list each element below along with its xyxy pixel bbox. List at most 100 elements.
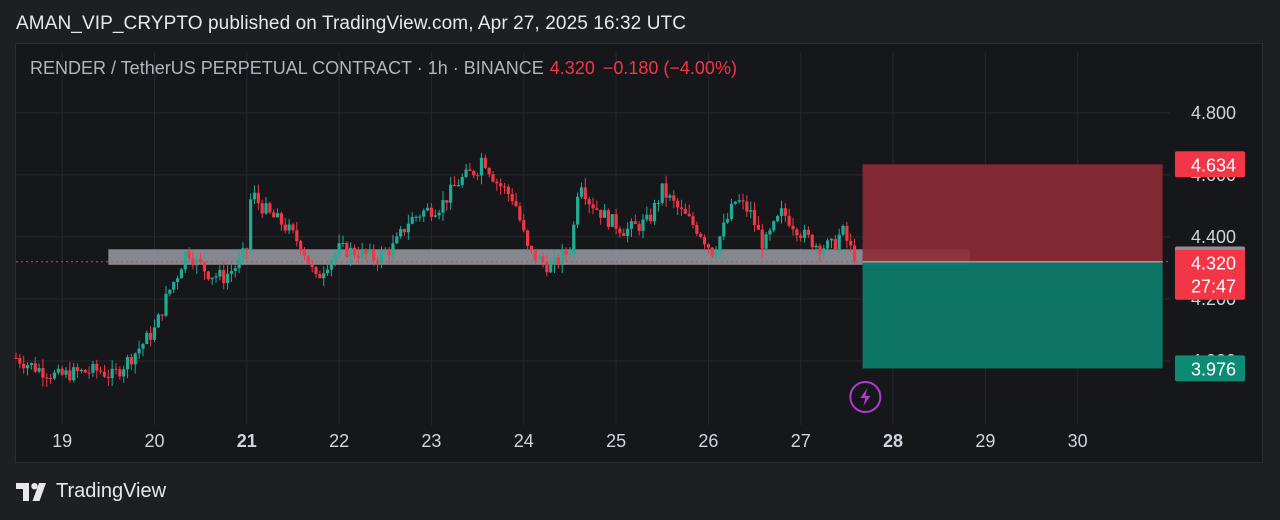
candle-up [714,251,718,257]
candle-down [556,257,560,266]
candle-up [152,327,157,340]
candle-up [379,251,384,264]
candle-down [833,238,837,250]
lightning-event-icon [849,381,882,413]
candle-down [591,204,595,209]
candle-up [772,221,776,231]
candle-down [445,200,449,203]
candle-down [260,203,264,214]
price-label-stop [1175,151,1245,178]
candle-down [245,248,249,251]
candle-up [629,221,634,229]
candle-up [560,250,564,266]
candle-down [202,262,207,272]
candle-down [699,233,703,238]
candle-up [733,201,737,204]
symbol-legend[interactable]: RENDER / TetherUS PERPETUAL CONTRACT · 1… [30,58,737,79]
candle-down [806,229,811,235]
candle-up [233,268,237,271]
candle-down [664,183,668,198]
candle-down [852,245,857,262]
candle-up [479,157,484,176]
candle-up [368,249,372,254]
candle-down [45,377,49,379]
candle-down [99,370,103,372]
candle-down [318,274,322,279]
candle-down [526,230,530,246]
x-tick-label: 24 [514,431,534,451]
take-profit-zone [862,261,1163,369]
tradingview-footer[interactable]: TradingView [16,480,166,503]
candle-down [706,244,710,248]
candle-up [537,256,541,261]
x-tick-label: 27 [791,431,811,451]
candle-up [229,270,234,274]
candle-down [14,357,18,359]
candle-up [172,282,176,290]
candle-down [95,363,99,371]
candle-up [660,183,664,203]
price-label-last [1175,249,1245,300]
candle-up [64,370,68,375]
candle-up [337,243,341,254]
candle-up [395,236,399,244]
candle-down [187,251,191,259]
candle-down [514,201,518,207]
candle-up [410,217,414,224]
candle-down [268,203,272,213]
candle-down [687,213,691,217]
candle-up [56,368,60,373]
candle-down [676,200,680,208]
candle-up [656,202,660,204]
candle-up [425,207,430,211]
candle-up [91,363,95,373]
candle-up [341,243,345,245]
candle-up [768,230,772,235]
candle-up [837,234,841,250]
y-tick-label: 4.400 [1191,227,1236,247]
candle-up [626,228,630,236]
candle-up [729,203,734,219]
candle-down [756,225,761,230]
candle-up [456,185,460,187]
countdown-text: 27:47 [1191,277,1236,297]
x-tick-label: 25 [606,431,626,451]
candle-up [141,343,145,349]
candle-up [829,238,834,241]
candle-down [595,208,599,210]
x-tick-label: 30 [1068,431,1088,451]
candle-down [518,206,522,221]
candle-down [149,332,153,340]
candle-down [402,229,407,233]
candle-up [737,200,741,202]
candle-up [568,254,572,256]
candle-down [752,210,757,226]
candle-down [649,214,653,222]
candle-down [691,216,695,225]
candle-down [487,168,491,175]
candle-up [718,236,722,252]
candle-down [87,372,91,374]
candle-up [422,210,426,217]
candle-down [279,213,284,225]
candle-down [60,368,64,375]
candle-down [106,376,110,378]
candle-down [545,262,549,273]
candle-down [83,369,87,373]
legend-price: 4.320 [549,58,595,78]
candle-up [449,184,453,203]
candle-down [564,250,568,255]
candle-up [264,203,268,214]
candle-down [468,169,472,172]
candle-up [826,240,830,249]
candle-down [845,225,849,241]
candle-down [306,255,310,264]
candle-up [218,270,222,277]
candle-up [156,314,160,328]
candle-down [310,263,314,268]
candle-up [225,273,230,284]
candle-down [695,224,699,234]
candle-down [599,209,603,218]
candle-up [572,224,576,255]
